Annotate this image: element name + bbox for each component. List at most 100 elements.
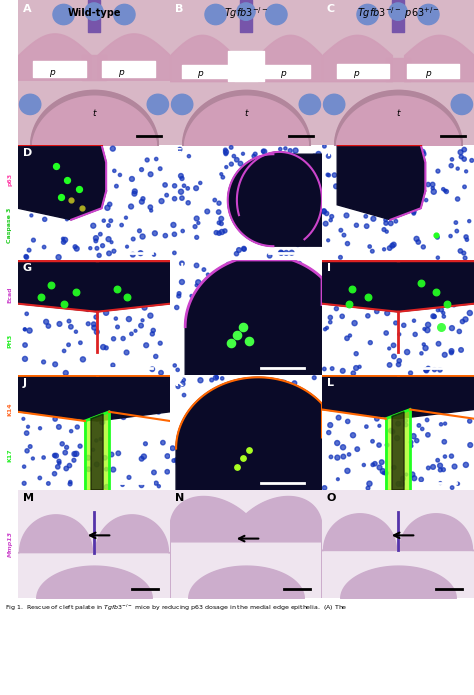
Point xyxy=(104,202,111,213)
Point xyxy=(349,266,357,277)
Point xyxy=(453,225,461,236)
Point xyxy=(363,396,371,407)
Point xyxy=(443,256,451,267)
Point xyxy=(437,464,444,475)
Point xyxy=(466,416,474,427)
Point xyxy=(221,225,228,236)
Point xyxy=(384,402,392,414)
Circle shape xyxy=(237,3,255,20)
Text: Ecad: Ecad xyxy=(8,286,12,303)
Point xyxy=(440,436,448,448)
Point xyxy=(131,262,138,273)
Point xyxy=(67,195,75,206)
Point xyxy=(59,260,67,271)
Point xyxy=(45,187,53,198)
Point xyxy=(73,385,81,396)
Point xyxy=(229,356,237,367)
Point xyxy=(191,462,198,473)
Point xyxy=(164,450,171,461)
Point xyxy=(424,363,432,374)
Point xyxy=(332,181,340,192)
Point xyxy=(398,478,405,489)
Point xyxy=(423,365,430,376)
Point xyxy=(216,386,223,398)
Point xyxy=(276,352,283,363)
Point xyxy=(288,262,295,273)
Point xyxy=(225,259,232,270)
Point xyxy=(36,423,44,434)
Point xyxy=(399,473,407,484)
Point xyxy=(155,481,163,492)
Point xyxy=(210,443,218,455)
Point xyxy=(418,348,425,359)
Point xyxy=(420,323,428,334)
Point xyxy=(322,394,329,405)
Point xyxy=(438,286,446,297)
Point xyxy=(331,170,338,181)
Point xyxy=(119,333,127,344)
Point xyxy=(72,407,79,418)
Point xyxy=(255,316,262,327)
Point xyxy=(345,400,352,411)
Point xyxy=(310,150,318,161)
Text: J: J xyxy=(23,379,27,389)
Point xyxy=(286,237,293,248)
Point xyxy=(90,318,98,329)
Point xyxy=(283,463,290,474)
Point xyxy=(387,218,394,229)
Text: M: M xyxy=(23,493,34,503)
Point xyxy=(469,272,474,284)
Point xyxy=(413,234,420,245)
Point xyxy=(199,293,206,304)
Point xyxy=(123,241,131,252)
Point xyxy=(39,283,46,294)
Point xyxy=(23,445,31,457)
Point xyxy=(133,285,140,296)
Point xyxy=(294,353,302,364)
Point xyxy=(392,318,400,329)
Point xyxy=(315,421,322,432)
Point xyxy=(402,195,410,206)
Point xyxy=(375,420,383,432)
Point xyxy=(79,259,86,270)
Point xyxy=(60,298,67,309)
Point xyxy=(139,231,146,242)
Point xyxy=(268,311,276,322)
Point xyxy=(224,464,231,475)
Point xyxy=(360,275,368,286)
Point xyxy=(92,236,100,247)
Point xyxy=(177,430,185,441)
Point xyxy=(204,269,212,280)
Point xyxy=(422,343,429,354)
Point xyxy=(122,212,130,223)
Point xyxy=(334,452,341,463)
Point xyxy=(460,272,467,283)
Point xyxy=(348,286,356,297)
Point xyxy=(148,261,156,272)
Point xyxy=(121,299,129,310)
Point xyxy=(386,359,393,370)
Point xyxy=(261,146,268,157)
Point xyxy=(240,244,248,255)
Point xyxy=(392,272,399,284)
Point xyxy=(65,316,73,327)
Point xyxy=(84,304,92,315)
Point xyxy=(27,210,35,221)
Point xyxy=(213,310,220,321)
Point xyxy=(386,243,393,254)
Point xyxy=(424,179,432,190)
Point xyxy=(402,419,410,430)
Point xyxy=(283,381,290,392)
Point xyxy=(192,402,200,414)
Point xyxy=(63,213,71,224)
Point xyxy=(180,389,188,400)
Point xyxy=(51,468,58,480)
Point xyxy=(48,280,55,291)
Point xyxy=(294,295,302,306)
Point xyxy=(454,193,461,204)
Point xyxy=(111,396,118,407)
Point xyxy=(124,291,131,302)
Point xyxy=(275,363,283,374)
Point xyxy=(92,233,100,244)
Point xyxy=(63,186,70,197)
